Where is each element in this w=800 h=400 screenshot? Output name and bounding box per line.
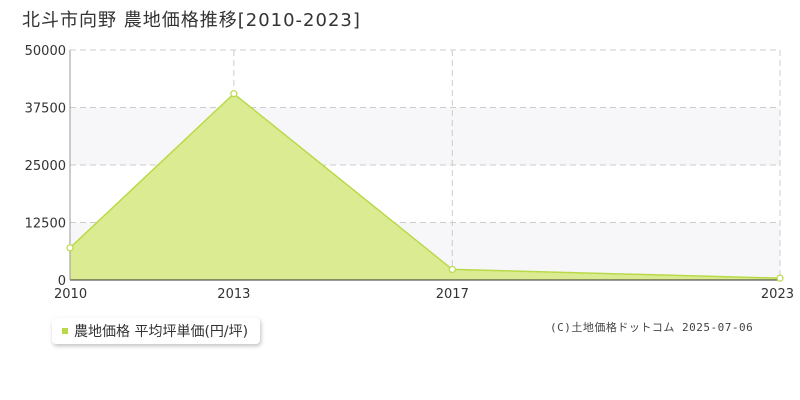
data-point	[776, 274, 784, 282]
data-point	[448, 265, 456, 274]
axes	[69, 50, 780, 281]
legend-label: 農地価格 平均坪単価(円/坪)	[74, 324, 249, 340]
series-line	[69, 92, 781, 279]
x-tick-labels: 2010 2013 2017 2023	[54, 287, 794, 302]
data-points	[66, 90, 784, 282]
x-tick-label: 2023	[761, 287, 794, 302]
grid	[70, 49, 781, 280]
y-tick-labels: 0 12500 25000 37500 50000	[25, 44, 66, 289]
y-tick-label: 12500	[25, 217, 66, 232]
data-point	[230, 90, 238, 98]
y-tick-label: 37500	[25, 102, 66, 117]
legend: 農地価格 平均坪単価(円/坪)	[52, 318, 261, 344]
x-tick-label: 2010	[54, 287, 87, 302]
x-tick-label: 2017	[436, 287, 469, 302]
series-area	[70, 93, 780, 280]
y-tick-label: 0	[58, 274, 66, 289]
chart-title: 北斗市向野 農地価格推移[2010-2023]	[22, 10, 361, 31]
y-tick-label: 50000	[25, 44, 66, 59]
legend-swatch	[62, 328, 68, 334]
y-tick-label: 25000	[25, 159, 66, 174]
x-tick-label: 2013	[217, 287, 250, 302]
credit-text: (C)土地価格ドットコム 2025-07-06	[550, 321, 754, 334]
data-point	[66, 244, 74, 252]
